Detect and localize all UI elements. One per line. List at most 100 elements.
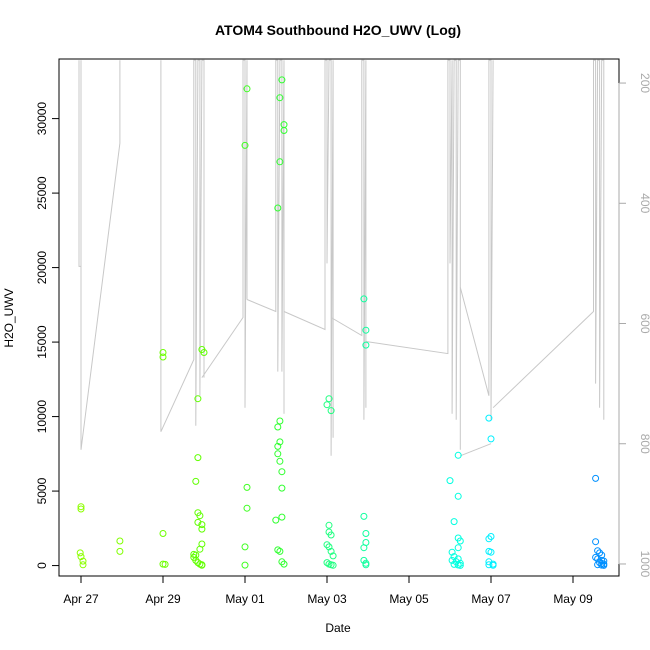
data-point bbox=[278, 76, 286, 84]
altitude-line bbox=[283, 59, 334, 456]
data-point bbox=[200, 349, 208, 356]
x-tick-label: May 09 bbox=[553, 592, 593, 606]
data-point bbox=[362, 326, 370, 334]
data-point bbox=[448, 556, 456, 564]
x-tick-label: Apr 27 bbox=[63, 592, 99, 606]
data-point bbox=[280, 127, 288, 134]
data-point bbox=[594, 547, 602, 555]
data-point bbox=[192, 551, 200, 559]
y-tick-label: 15000 bbox=[35, 325, 49, 359]
y-tick-label: 0 bbox=[35, 562, 49, 569]
data-point bbox=[323, 559, 331, 567]
data-point bbox=[485, 561, 493, 569]
x-tick-label: May 07 bbox=[471, 592, 511, 606]
data-point bbox=[77, 505, 85, 513]
data-point bbox=[79, 561, 87, 569]
data-point bbox=[194, 395, 202, 403]
data-point bbox=[329, 561, 337, 569]
right-tick-label: 400 bbox=[638, 193, 650, 213]
altitude-line bbox=[160, 59, 205, 432]
data-point bbox=[276, 457, 284, 465]
x-tick-label: May 05 bbox=[389, 592, 429, 606]
data-point bbox=[596, 549, 604, 557]
data-point bbox=[196, 512, 204, 520]
data-point bbox=[278, 513, 286, 521]
data-point bbox=[276, 417, 284, 425]
x-tick-label: Apr 29 bbox=[145, 592, 181, 606]
data-point bbox=[278, 468, 286, 476]
data-point bbox=[323, 401, 331, 409]
altitude-line bbox=[78, 60, 121, 450]
data-point bbox=[360, 295, 368, 303]
data-point bbox=[325, 543, 333, 551]
data-point bbox=[327, 547, 335, 555]
data-point bbox=[592, 553, 600, 561]
data-point bbox=[116, 547, 124, 555]
y-tick-label: 30000 bbox=[35, 102, 49, 136]
data-point bbox=[485, 414, 493, 422]
right-tick-label: 800 bbox=[638, 434, 650, 454]
altitude-line bbox=[460, 443, 492, 457]
data-point bbox=[278, 558, 286, 566]
data-point bbox=[79, 557, 87, 565]
data-point bbox=[192, 477, 200, 485]
data-point bbox=[450, 518, 458, 526]
data-point bbox=[362, 341, 370, 349]
data-point bbox=[329, 552, 337, 560]
data-point bbox=[76, 549, 84, 557]
data-point bbox=[454, 544, 462, 552]
x-tick-label: May 03 bbox=[307, 592, 347, 606]
data-point bbox=[360, 544, 368, 552]
data-point bbox=[159, 353, 167, 361]
data-point bbox=[448, 548, 456, 556]
data-point bbox=[274, 450, 282, 458]
y-tick-label: 10000 bbox=[35, 400, 49, 434]
data-point bbox=[198, 521, 206, 529]
data-point bbox=[456, 561, 464, 569]
altitude-line bbox=[246, 59, 285, 414]
data-point bbox=[454, 492, 462, 500]
data-point bbox=[323, 541, 331, 549]
data-point bbox=[598, 551, 606, 559]
data-point bbox=[274, 442, 282, 450]
data-point bbox=[274, 204, 282, 212]
data-point bbox=[198, 561, 206, 569]
data-point bbox=[487, 435, 495, 443]
data-point bbox=[362, 530, 370, 537]
right-tick-label: 200 bbox=[638, 73, 650, 93]
altitude-lines bbox=[78, 59, 605, 457]
data-points bbox=[76, 76, 608, 569]
data-point bbox=[276, 547, 284, 555]
data-point bbox=[592, 474, 600, 482]
data-point bbox=[159, 349, 167, 356]
y-tick-label: 25000 bbox=[35, 176, 49, 210]
data-point bbox=[196, 545, 204, 553]
y-axis-label: H2O_UWV bbox=[2, 288, 16, 347]
data-point bbox=[241, 141, 249, 149]
data-point bbox=[280, 560, 288, 568]
data-point bbox=[600, 561, 608, 569]
data-point bbox=[325, 395, 333, 403]
data-point bbox=[274, 423, 282, 431]
data-point bbox=[278, 484, 286, 492]
data-point bbox=[194, 518, 202, 526]
altitude-line bbox=[201, 59, 248, 408]
data-point bbox=[198, 525, 206, 533]
altitude-line bbox=[492, 59, 605, 420]
right-tick-label: 600 bbox=[638, 313, 650, 333]
axes: 0 5000 10000 15000 20000 25000 30000 Apr 27 Apr … bbox=[35, 73, 650, 606]
data-point bbox=[276, 158, 284, 166]
data-point bbox=[159, 530, 167, 537]
data-point bbox=[243, 504, 251, 512]
data-point bbox=[272, 516, 280, 524]
altitude-line bbox=[365, 59, 461, 450]
data-point bbox=[274, 546, 282, 554]
data-point bbox=[77, 553, 85, 561]
chart-title: ATOM4 Southbound H2O_UWV (Log) bbox=[215, 22, 461, 38]
data-point bbox=[327, 407, 335, 415]
data-point bbox=[600, 557, 608, 565]
data-point bbox=[489, 561, 497, 569]
data-point bbox=[243, 85, 251, 93]
altitude-line bbox=[459, 59, 494, 420]
data-point bbox=[327, 531, 335, 539]
